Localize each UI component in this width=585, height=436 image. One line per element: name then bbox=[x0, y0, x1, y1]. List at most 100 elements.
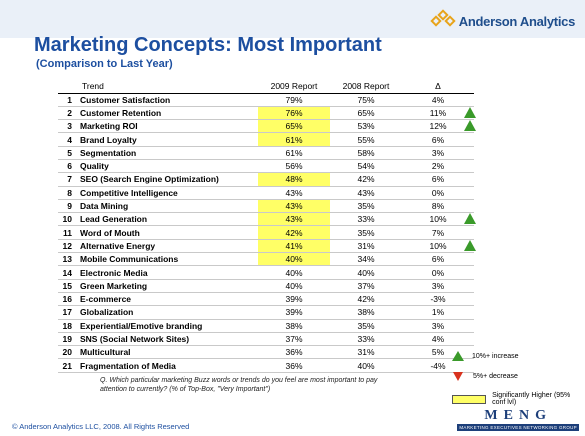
trend-cell: Multicultural bbox=[80, 345, 258, 360]
rank-cell-text: 3 bbox=[67, 121, 72, 132]
table-row: 17 Globalization 39% 38% 1% bbox=[58, 305, 474, 320]
report-2008-cell: 35% bbox=[330, 225, 402, 240]
report-2009-cell-text: 36% bbox=[285, 347, 303, 358]
report-2009-cell-text: 40% bbox=[285, 254, 303, 265]
rank-cell: 17 bbox=[58, 305, 80, 320]
report-2008-cell-text: 35% bbox=[357, 201, 375, 212]
delta-cell-text: -4% bbox=[430, 360, 446, 371]
delta-cell: 1% bbox=[402, 305, 474, 320]
delta-cell: 6% bbox=[402, 252, 474, 267]
trend-cell-text: Mobile Communications bbox=[80, 254, 179, 265]
report-2009-cell-text: 37% bbox=[285, 333, 303, 344]
highlight-swatch bbox=[452, 394, 487, 404]
report-2008-cell: 37% bbox=[330, 279, 402, 293]
report-2008-cell: 42% bbox=[330, 172, 402, 187]
table-row: 1 Customer Satisfaction 79% 75% 4% bbox=[58, 93, 474, 107]
delta-cell-text: 0% bbox=[431, 187, 445, 198]
delta-cell-text: 4% bbox=[431, 94, 445, 105]
report-2008-cell-text: 75% bbox=[357, 94, 375, 105]
trend-cell: Marketing ROI bbox=[80, 119, 258, 134]
report-2008-cell: 35% bbox=[330, 199, 402, 214]
report-2009-cell-text: 56% bbox=[285, 161, 303, 172]
report-2008-cell-text: 38% bbox=[357, 307, 375, 318]
report-2008-cell-text: 33% bbox=[357, 333, 375, 344]
rank-cell-text: 13 bbox=[62, 254, 72, 265]
trend-cell: Green Marketing bbox=[80, 279, 258, 293]
increase-triangle-icon bbox=[464, 106, 476, 118]
report-2009-cell: 42% bbox=[258, 225, 330, 240]
report-2009-cell: 40% bbox=[258, 265, 330, 280]
report-2008-cell: 40% bbox=[330, 265, 402, 280]
delta-cell-text: 10% bbox=[429, 214, 447, 225]
delta-cell-text: 3% bbox=[431, 320, 445, 331]
trend-cell-text: Electronic Media bbox=[80, 267, 148, 278]
rank-cell-text: 7 bbox=[67, 174, 72, 185]
report-2009-cell-text: 79% bbox=[285, 94, 303, 105]
trend-cell: SNS (Social Network Sites) bbox=[80, 332, 258, 347]
rank-cell-text: 10 bbox=[62, 214, 72, 225]
report-2009-cell: 39% bbox=[258, 305, 330, 320]
report-2008-cell-text: 31% bbox=[357, 240, 375, 251]
report-2009-cell: 65% bbox=[258, 119, 330, 134]
report-2008-cell-text: 54% bbox=[357, 161, 375, 172]
rank-cell: 11 bbox=[58, 225, 80, 240]
trend-header: Trend bbox=[80, 80, 258, 94]
trend-cell: Competitive Intelligence bbox=[80, 186, 258, 200]
rank-cell-text: 12 bbox=[62, 240, 72, 251]
report-2008-cell: 31% bbox=[330, 239, 402, 254]
legend-highlight: Significantly Higher (95% conf lvl) bbox=[452, 392, 585, 406]
report-2009-cell-text: 36% bbox=[285, 360, 303, 371]
trend-cell-text: Segmentation bbox=[80, 147, 137, 158]
report-2009-cell: 61% bbox=[258, 146, 330, 160]
report-2008-cell-text: 42% bbox=[357, 294, 375, 305]
delta-header: Δ bbox=[402, 80, 474, 94]
report-2008-cell-text: 43% bbox=[357, 187, 375, 198]
delta-cell: 10% bbox=[402, 212, 476, 227]
report-2008-cell: 40% bbox=[330, 358, 402, 373]
trend-cell: Lead Generation bbox=[80, 212, 258, 227]
trend-cell-text: Alternative Energy bbox=[80, 240, 156, 251]
delta-cell: 3% bbox=[402, 279, 474, 293]
report-2009-header: 2009 Report bbox=[258, 80, 330, 94]
table-row: 16 E-commerce 39% 42% -3% bbox=[58, 292, 474, 307]
report-2009-cell: 61% bbox=[258, 132, 330, 147]
trend-cell: Word of Mouth bbox=[80, 225, 258, 240]
rank-cell: 20 bbox=[58, 345, 80, 360]
report-2008-cell: 54% bbox=[330, 159, 402, 174]
survey-question-note: Q. Which particular marketing Buzz words… bbox=[100, 377, 378, 393]
increase-triangle-icon bbox=[464, 213, 476, 225]
trend-cell: Customer Retention bbox=[80, 106, 258, 121]
report-2009-cell-text: 48% bbox=[285, 174, 303, 185]
delta-cell: 11% bbox=[402, 106, 476, 121]
rank-cell: 21 bbox=[58, 358, 80, 373]
rank-cell: 7 bbox=[58, 172, 80, 187]
rank-cell: 18 bbox=[58, 319, 80, 333]
trend-cell: SEO (Search Engine Optimization) bbox=[80, 172, 258, 187]
delta-cell: 10% bbox=[402, 239, 476, 254]
report-2009-cell-text: 40% bbox=[285, 280, 303, 291]
report-2009-cell-text: 76% bbox=[285, 107, 303, 118]
rank-cell-text: 8 bbox=[67, 187, 72, 198]
trend-cell: Mobile Communications bbox=[80, 252, 258, 267]
report-2009-cell: 56% bbox=[258, 159, 330, 174]
table-header-row: Trend 2009 Report 2008 Report Δ bbox=[58, 80, 474, 94]
rank-cell-text: 11 bbox=[63, 227, 72, 238]
trend-cell: Data Mining bbox=[80, 199, 258, 214]
report-2008-cell-text: 53% bbox=[357, 121, 375, 132]
rank-cell: 6 bbox=[58, 159, 80, 174]
legend-highlight-label: Significantly Higher (95% conf lvl) bbox=[492, 392, 571, 406]
rank-cell-text: 1 bbox=[67, 94, 72, 105]
delta-cell: -4% bbox=[402, 358, 474, 373]
delta-cell: 2% bbox=[402, 159, 474, 174]
delta-cell-text: 2% bbox=[431, 161, 445, 172]
rank-cell: 12 bbox=[58, 239, 80, 254]
rank-cell: 14 bbox=[58, 265, 80, 280]
rank-cell: 16 bbox=[58, 292, 80, 307]
report-2008-cell-text: 40% bbox=[357, 360, 375, 371]
table-row: 10 Lead Generation 43% 33% 10% bbox=[58, 212, 476, 227]
legend-increase-label: 10%+ increase bbox=[472, 352, 519, 360]
meng-logo: MENG MARKETING EXECUTIVES NETWORKING GRO… bbox=[457, 408, 579, 431]
report-2008-cell: 75% bbox=[330, 93, 402, 107]
copyright-footer: © Anderson Analytics LLC, 2008. All Righ… bbox=[12, 422, 190, 431]
trend-cell-text: SNS (Social Network Sites) bbox=[80, 333, 190, 344]
